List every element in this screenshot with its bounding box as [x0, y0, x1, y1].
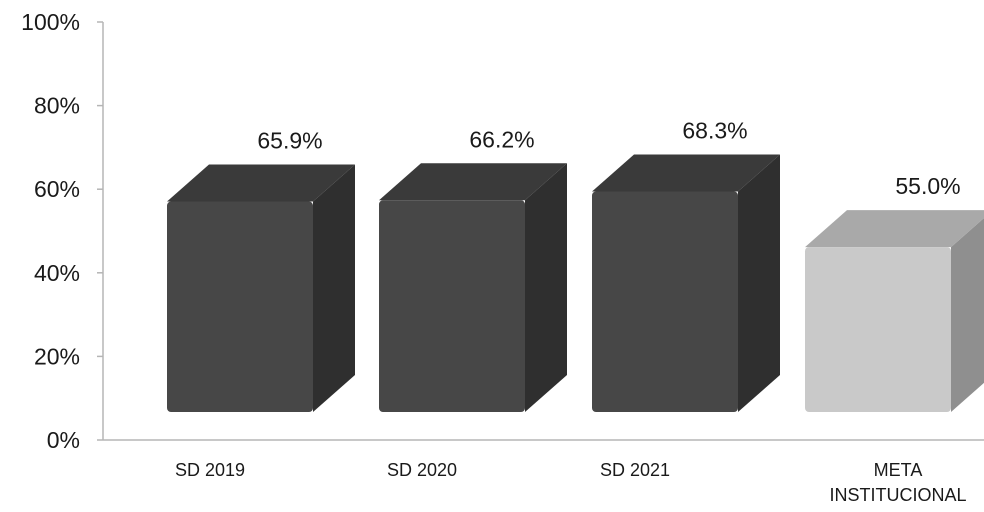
bar-top-face	[167, 164, 355, 202]
bar-top-face	[592, 154, 780, 192]
axis-layer	[102, 22, 984, 441]
bar	[167, 164, 355, 412]
bar	[592, 154, 780, 413]
y-tick-label: 0%	[47, 427, 80, 453]
y-tick-label: 20%	[34, 343, 80, 369]
bar-front-face	[592, 191, 738, 412]
data-label: 55.0%	[895, 173, 960, 199]
bar	[805, 210, 984, 412]
bar-front-face	[167, 201, 313, 412]
bar-front-face	[805, 247, 951, 412]
y-tick-label: 80%	[34, 93, 80, 119]
y-tick-layer: 0% 20% 40% 60% 80% 100%	[21, 9, 103, 453]
category-label: SD 2019	[175, 460, 245, 480]
y-tick-label: 100%	[21, 9, 80, 35]
category-label: SD 2020	[387, 460, 457, 480]
bar	[379, 163, 567, 412]
bar-side-face	[951, 218, 984, 412]
bar-side-face	[525, 163, 567, 412]
data-label-layer: 65.9% 66.2% 68.3% 55.0%	[257, 118, 960, 200]
bar-top-face	[805, 210, 984, 248]
bar-side-face	[313, 164, 355, 412]
data-label: 65.9%	[257, 128, 322, 154]
y-tick-label: 60%	[34, 176, 80, 202]
data-label: 66.2%	[469, 126, 534, 152]
category-label: SD 2021	[600, 460, 670, 480]
category-label: META INSTITUCIONAL	[829, 460, 966, 505]
bar-side-face	[738, 154, 780, 413]
bar-front-face	[379, 200, 525, 412]
category-label-layer: SD 2019 SD 2020 SD 2021 META INSTITUCIONAL	[175, 460, 967, 505]
data-label: 68.3%	[682, 118, 747, 144]
bar-layer	[167, 154, 984, 413]
bar-top-face	[379, 163, 567, 201]
y-tick-label: 40%	[34, 260, 80, 286]
